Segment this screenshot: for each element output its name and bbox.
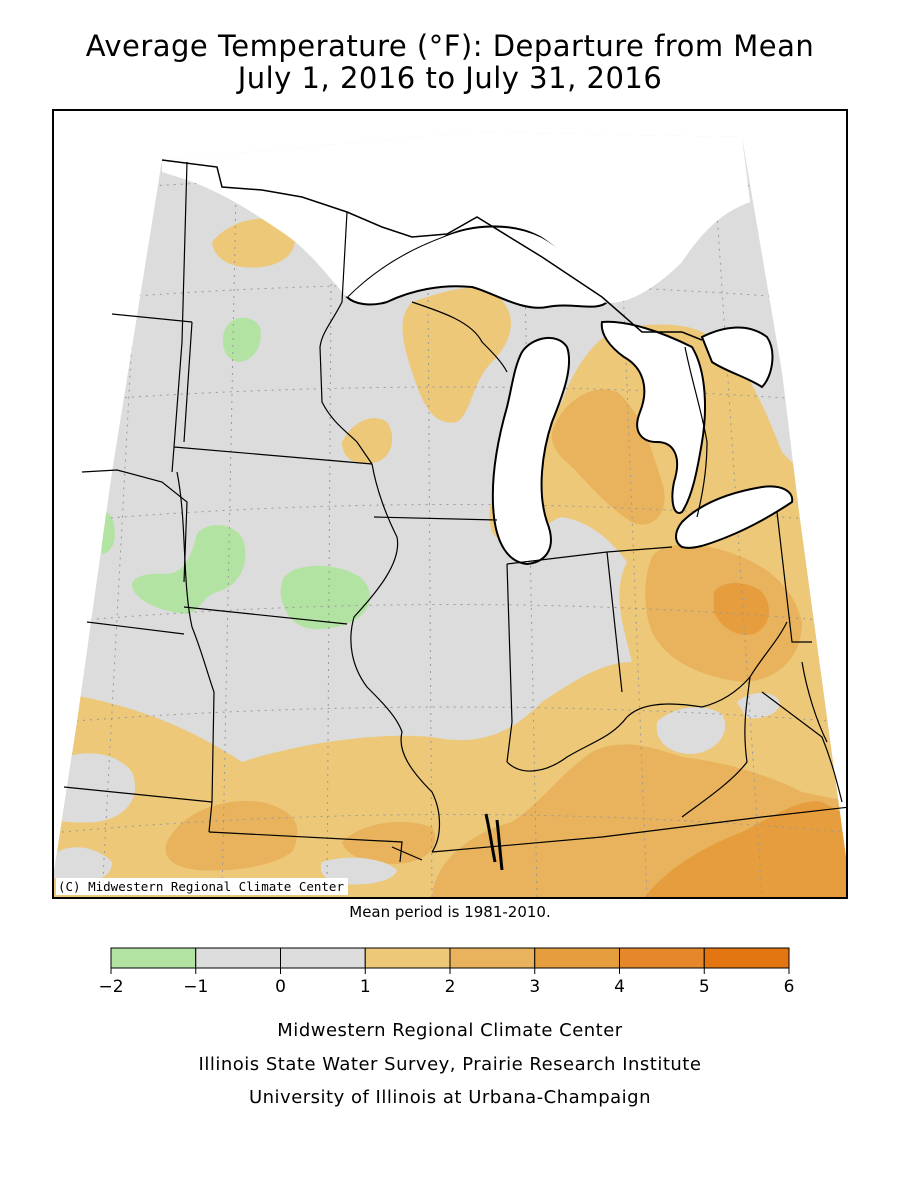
map-frame: (C) Midwestern Regional Climate Center [52, 109, 848, 899]
anomaly-zone-near-normal [54, 847, 112, 882]
legend-tick-label: −1 [183, 977, 208, 997]
canada-region [162, 132, 750, 303]
anomaly-zone-near-normal [320, 857, 397, 885]
map-title: Average Temperature (°F): Departure from… [85, 29, 815, 63]
legend-ticks: −2 −1 0 1 2 3 4 5 6 [98, 968, 794, 997]
anomaly-zone-minus-1-2 [222, 317, 261, 362]
anomaly-zone-plus-1-2 [402, 287, 511, 423]
legend-tick-label: 3 [529, 977, 540, 997]
legend-bin [619, 947, 705, 969]
anomaly-zone-minus-1-2 [280, 565, 370, 630]
legend-bin [364, 947, 451, 969]
reservoir-marks [484, 813, 504, 871]
state-borders [63, 161, 846, 863]
lake-erie [675, 485, 794, 549]
anomaly-zone-near-normal [656, 707, 726, 754]
legend-tick-label: 6 [784, 977, 795, 997]
footer-survey: Illinois State Water Survey, Prairie Res… [198, 1054, 702, 1075]
anomaly-zone-plus-3-4 [642, 801, 846, 897]
legend-bin [280, 947, 366, 969]
map-date-range: July 1, 2016 to July 31, 2016 [237, 61, 663, 95]
legend-bins [110, 947, 790, 969]
lake-ontario-and-canada-water [700, 326, 774, 389]
lake-michigan [491, 337, 571, 566]
map-copyright: (C) Midwestern Regional Climate Center [56, 878, 348, 895]
mean-period-note: Mean period is 1981-2010. [349, 903, 551, 921]
anomaly-zone-near-normal [54, 753, 136, 823]
international-border [161, 159, 703, 341]
legend-tick-label: 5 [699, 977, 710, 997]
legend-bin [110, 947, 197, 969]
anomaly-zone-minus-1-2 [131, 524, 246, 614]
anomaly-zone-plus-3-4 [714, 583, 769, 635]
anomaly-zone-plus-2-3 [342, 822, 436, 864]
legend-bin [703, 947, 790, 969]
legend-tick-label: 0 [275, 977, 286, 997]
legend-tick-label: 2 [445, 977, 456, 997]
legend-bin [195, 947, 281, 969]
temperature-departure-map [54, 132, 846, 897]
anomaly-zone-plus-1-2 [212, 218, 296, 268]
great-lakes [345, 225, 794, 566]
footer-university: University of Illinois at Urbana-Champai… [248, 1087, 652, 1108]
anomaly-zone-plus-1-2 [342, 418, 393, 464]
anomaly-zone-minus-1-2 [102, 511, 115, 554]
legend-tick-label: −2 [98, 977, 123, 997]
footer-organization: Midwestern Regional Climate Center [277, 1020, 623, 1041]
lake-superior [345, 225, 609, 309]
legend-bin [449, 947, 536, 969]
legend-bin [534, 947, 620, 969]
color-legend: −2 −1 0 1 2 3 4 5 6 [98, 947, 794, 997]
lake-huron [600, 320, 706, 514]
legend-tick-label: 1 [360, 977, 371, 997]
legend-tick-label: 4 [614, 977, 625, 997]
